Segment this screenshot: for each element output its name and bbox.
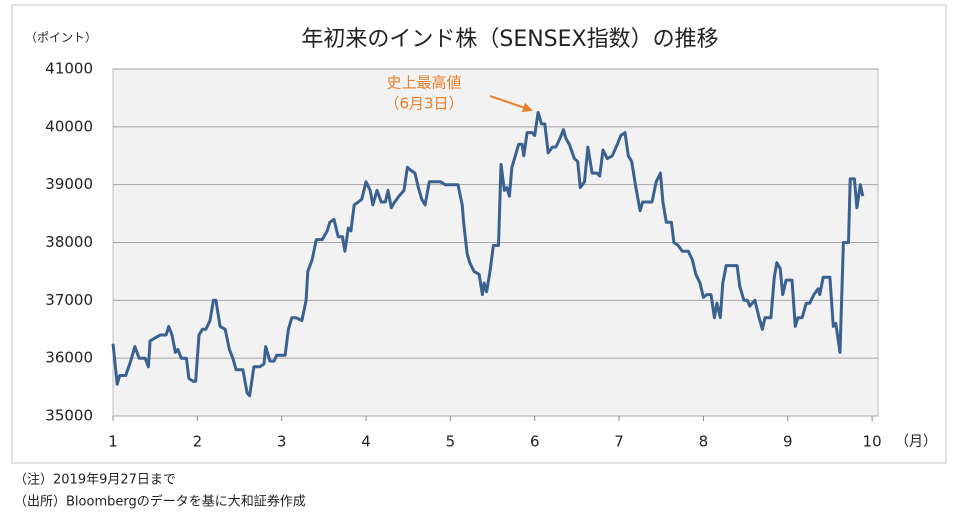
note: （注）2019年9月27日まで <box>14 473 176 488</box>
x-tick-label: 2 <box>193 433 203 451</box>
y-tick-label: 38000 <box>45 233 93 251</box>
y-tick-label: 39000 <box>45 175 93 193</box>
y-tick-label: 41000 <box>45 60 93 78</box>
y-tick-label: 37000 <box>45 291 93 309</box>
y-tick-label: 35000 <box>45 407 93 425</box>
y-tick-label: 36000 <box>45 349 93 367</box>
x-tick-label: 10 <box>863 433 882 451</box>
x-tick-label: 8 <box>699 433 709 451</box>
annotation-arrow <box>489 95 533 113</box>
data-line <box>111 110 865 398</box>
x-tick-label: 3 <box>277 433 287 451</box>
y-axis-label: （ポイント） <box>25 31 97 45</box>
x-tick-label: 7 <box>614 433 624 451</box>
x-axis-label: （月） <box>895 434 937 450</box>
note: （出所）Bloombergのデータを基に大和証券作成 <box>14 494 306 510</box>
chart-title: 年初来のインド株（SENSEX指数）の推移 <box>301 27 718 52</box>
x-tick-label: 1 <box>108 433 118 451</box>
y-tick-label: 40000 <box>45 117 93 135</box>
x-tick-label: 5 <box>446 433 456 451</box>
x-tick-label: 4 <box>361 433 371 451</box>
x-tick-label: 9 <box>783 433 793 451</box>
x-tick-label: 6 <box>530 433 540 451</box>
annotation: （6月3日） <box>384 95 463 113</box>
annotation: 史上最高値 <box>386 74 461 92</box>
